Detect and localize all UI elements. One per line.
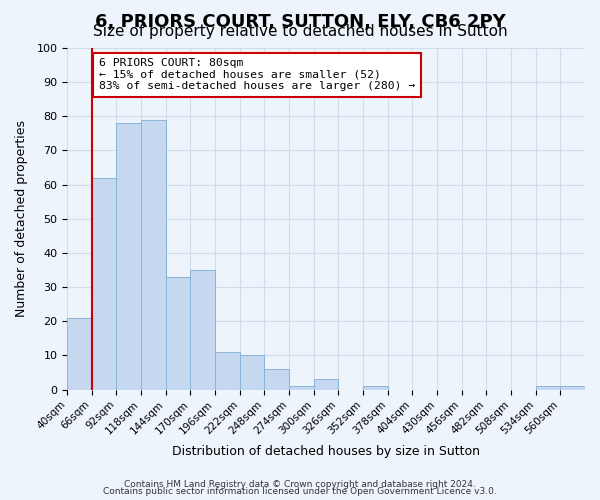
Text: Size of property relative to detached houses in Sutton: Size of property relative to detached ho… [92, 24, 508, 39]
Bar [166, 277, 190, 390]
Bar [116, 123, 141, 390]
Bar [363, 386, 388, 390]
Bar [92, 178, 116, 390]
Bar [289, 386, 314, 390]
Bar [560, 386, 585, 390]
Bar [141, 120, 166, 390]
Text: 6 PRIORS COURT: 80sqm
← 15% of detached houses are smaller (52)
83% of semi-deta: 6 PRIORS COURT: 80sqm ← 15% of detached … [99, 58, 415, 92]
Bar [314, 380, 338, 390]
Bar [215, 352, 240, 390]
Text: Contains HM Land Registry data © Crown copyright and database right 2024.: Contains HM Land Registry data © Crown c… [124, 480, 476, 489]
Bar [190, 270, 215, 390]
X-axis label: Distribution of detached houses by size in Sutton: Distribution of detached houses by size … [172, 444, 480, 458]
Bar [67, 318, 92, 390]
Y-axis label: Number of detached properties: Number of detached properties [15, 120, 28, 318]
Bar [265, 369, 289, 390]
Bar [536, 386, 560, 390]
Text: Contains public sector information licensed under the Open Government Licence v3: Contains public sector information licen… [103, 487, 497, 496]
Text: 6, PRIORS COURT, SUTTON, ELY, CB6 2PY: 6, PRIORS COURT, SUTTON, ELY, CB6 2PY [95, 12, 505, 30]
Bar [240, 356, 265, 390]
